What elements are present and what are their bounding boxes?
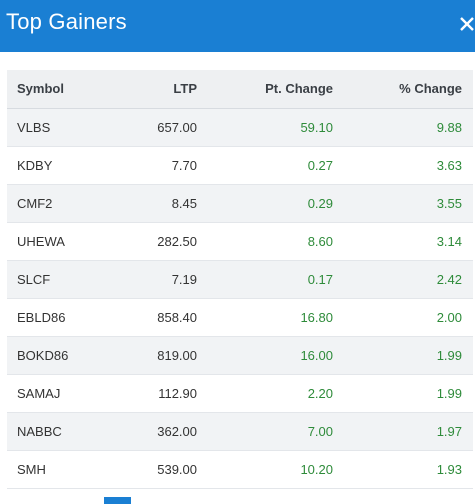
table-row[interactable]: SLCF 7.19 0.17 2.42 [7,260,473,299]
top-gainers-table: Symbol LTP Pt. Change % Change VLBS 657.0… [7,70,473,489]
pct-change-cell: 1.97 [333,412,473,451]
column-header-symbol[interactable]: Symbol [7,70,117,109]
symbol-cell: SAMAJ [7,374,117,413]
pagination-indicator[interactable] [104,497,131,504]
symbol-cell: NABBC [7,412,117,451]
close-icon[interactable] [457,11,475,37]
pt-change-cell: 0.27 [197,146,333,185]
symbol-cell: SLCF [7,260,117,299]
column-header-pt-change[interactable]: Pt. Change [197,70,333,109]
table-row[interactable]: KDBY 7.70 0.27 3.63 [7,146,473,185]
table-header-row: Symbol LTP Pt. Change % Change [7,70,473,109]
ltp-cell: 8.45 [117,184,197,223]
pct-change-cell: 1.93 [333,450,473,489]
pct-change-cell: 3.55 [333,184,473,223]
ltp-cell: 112.90 [117,374,197,413]
ltp-cell: 282.50 [117,222,197,261]
symbol-cell: SMH [7,450,117,489]
column-header-ltp[interactable]: LTP [117,70,197,109]
pt-change-cell: 8.60 [197,222,333,261]
table-row[interactable]: SMH 539.00 10.20 1.93 [7,450,473,489]
pct-change-cell: 1.99 [333,374,473,413]
ltp-cell: 362.00 [117,412,197,451]
pt-change-cell: 2.20 [197,374,333,413]
header-bar: Top Gainers [0,0,475,52]
symbol-cell: EBLD86 [7,298,117,337]
pt-change-cell: 16.80 [197,298,333,337]
ltp-cell: 657.00 [117,108,197,147]
table-row[interactable]: BOKD86 819.00 16.00 1.99 [7,336,473,375]
pct-change-cell: 1.99 [333,336,473,375]
ltp-cell: 7.19 [117,260,197,299]
ltp-cell: 858.40 [117,298,197,337]
ltp-cell: 7.70 [117,146,197,185]
table-row[interactable]: NABBC 362.00 7.00 1.97 [7,412,473,451]
pt-change-cell: 0.29 [197,184,333,223]
pct-change-cell: 9.88 [333,108,473,147]
ltp-cell: 539.00 [117,450,197,489]
pt-change-cell: 7.00 [197,412,333,451]
symbol-cell: UHEWA [7,222,117,261]
page-title: Top Gainers [6,9,127,34]
column-header-pct-change[interactable]: % Change [333,70,473,109]
table-row[interactable]: VLBS 657.00 59.10 9.88 [7,108,473,147]
table-row[interactable]: SAMAJ 112.90 2.20 1.99 [7,374,473,413]
pct-change-cell: 2.42 [333,260,473,299]
table-row[interactable]: CMF2 8.45 0.29 3.55 [7,184,473,223]
symbol-cell: CMF2 [7,184,117,223]
pt-change-cell: 16.00 [197,336,333,375]
symbol-cell: KDBY [7,146,117,185]
top-gainers-table-container: Symbol LTP Pt. Change % Change VLBS 657.0… [7,70,473,489]
table-row[interactable]: UHEWA 282.50 8.60 3.14 [7,222,473,261]
pt-change-cell: 0.17 [197,260,333,299]
pct-change-cell: 3.63 [333,146,473,185]
pt-change-cell: 59.10 [197,108,333,147]
pct-change-cell: 2.00 [333,298,473,337]
ltp-cell: 819.00 [117,336,197,375]
symbol-cell: BOKD86 [7,336,117,375]
symbol-cell: VLBS [7,108,117,147]
pt-change-cell: 10.20 [197,450,333,489]
pct-change-cell: 3.14 [333,222,473,261]
table-row[interactable]: EBLD86 858.40 16.80 2.00 [7,298,473,337]
